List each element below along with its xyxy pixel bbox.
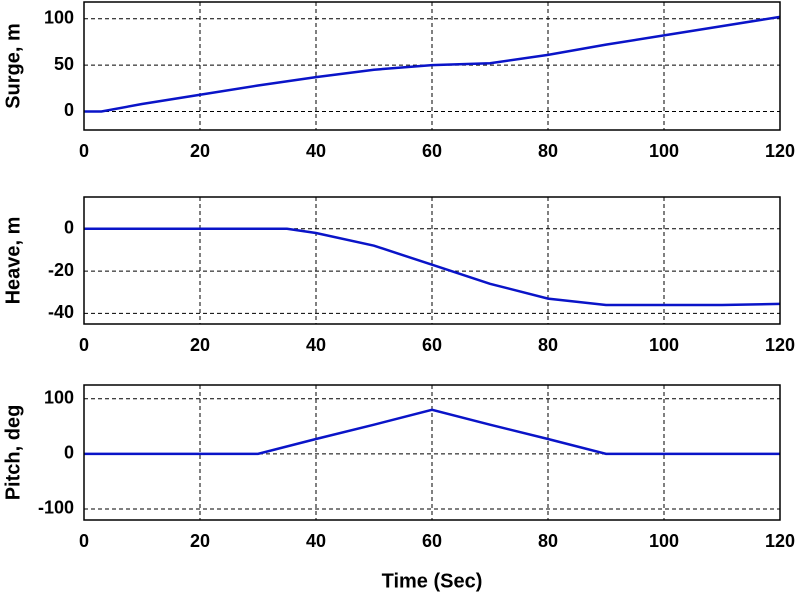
x-tick-label: 120 [765,141,795,161]
x-tick-label: 100 [649,531,679,551]
x-tick-label: 20 [190,335,210,355]
x-tick-label: 100 [649,335,679,355]
x-tick-label: 40 [306,141,326,161]
x-tick-label: 120 [765,335,795,355]
x-tick-label: 100 [649,141,679,161]
y-tick-label: 100 [44,388,74,408]
y-tick-label: 50 [54,54,74,74]
axes-frame [83,384,781,521]
x-tick-label: 20 [190,531,210,551]
x-tick-label: 60 [422,335,442,355]
y-axis-label: Pitch, deg [2,405,24,501]
y-axis-label: Surge, m [2,23,24,109]
data-line [84,227,781,307]
x-tick-label: 120 [765,531,795,551]
axes-frame [83,1,781,131]
y-tick-label: -40 [48,302,74,322]
y-tick-label: 0 [64,100,74,120]
x-tick-label: 0 [79,531,89,551]
x-tick-label: 40 [306,531,326,551]
x-tick-label: 80 [538,531,558,551]
y-tick-label: 0 [64,218,74,238]
x-tick-label: 0 [79,335,89,355]
y-axis-label: Heave, m [2,217,24,305]
axes-frame [83,196,781,325]
y-tick-label: -20 [48,260,74,280]
y-tick-label: 0 [64,443,74,463]
x-tick-label: 80 [538,141,558,161]
y-tick-label: 100 [44,7,74,27]
y-tick-label: -100 [38,498,74,518]
data-line [84,15,781,113]
data-line [84,408,780,456]
x-axis-label: Time (Sec) [382,570,483,592]
x-tick-label: 60 [422,141,442,161]
x-tick-label: 20 [190,141,210,161]
x-tick-label: 0 [79,141,89,161]
x-tick-label: 80 [538,335,558,355]
x-tick-label: 40 [306,335,326,355]
x-tick-label: 60 [422,531,442,551]
